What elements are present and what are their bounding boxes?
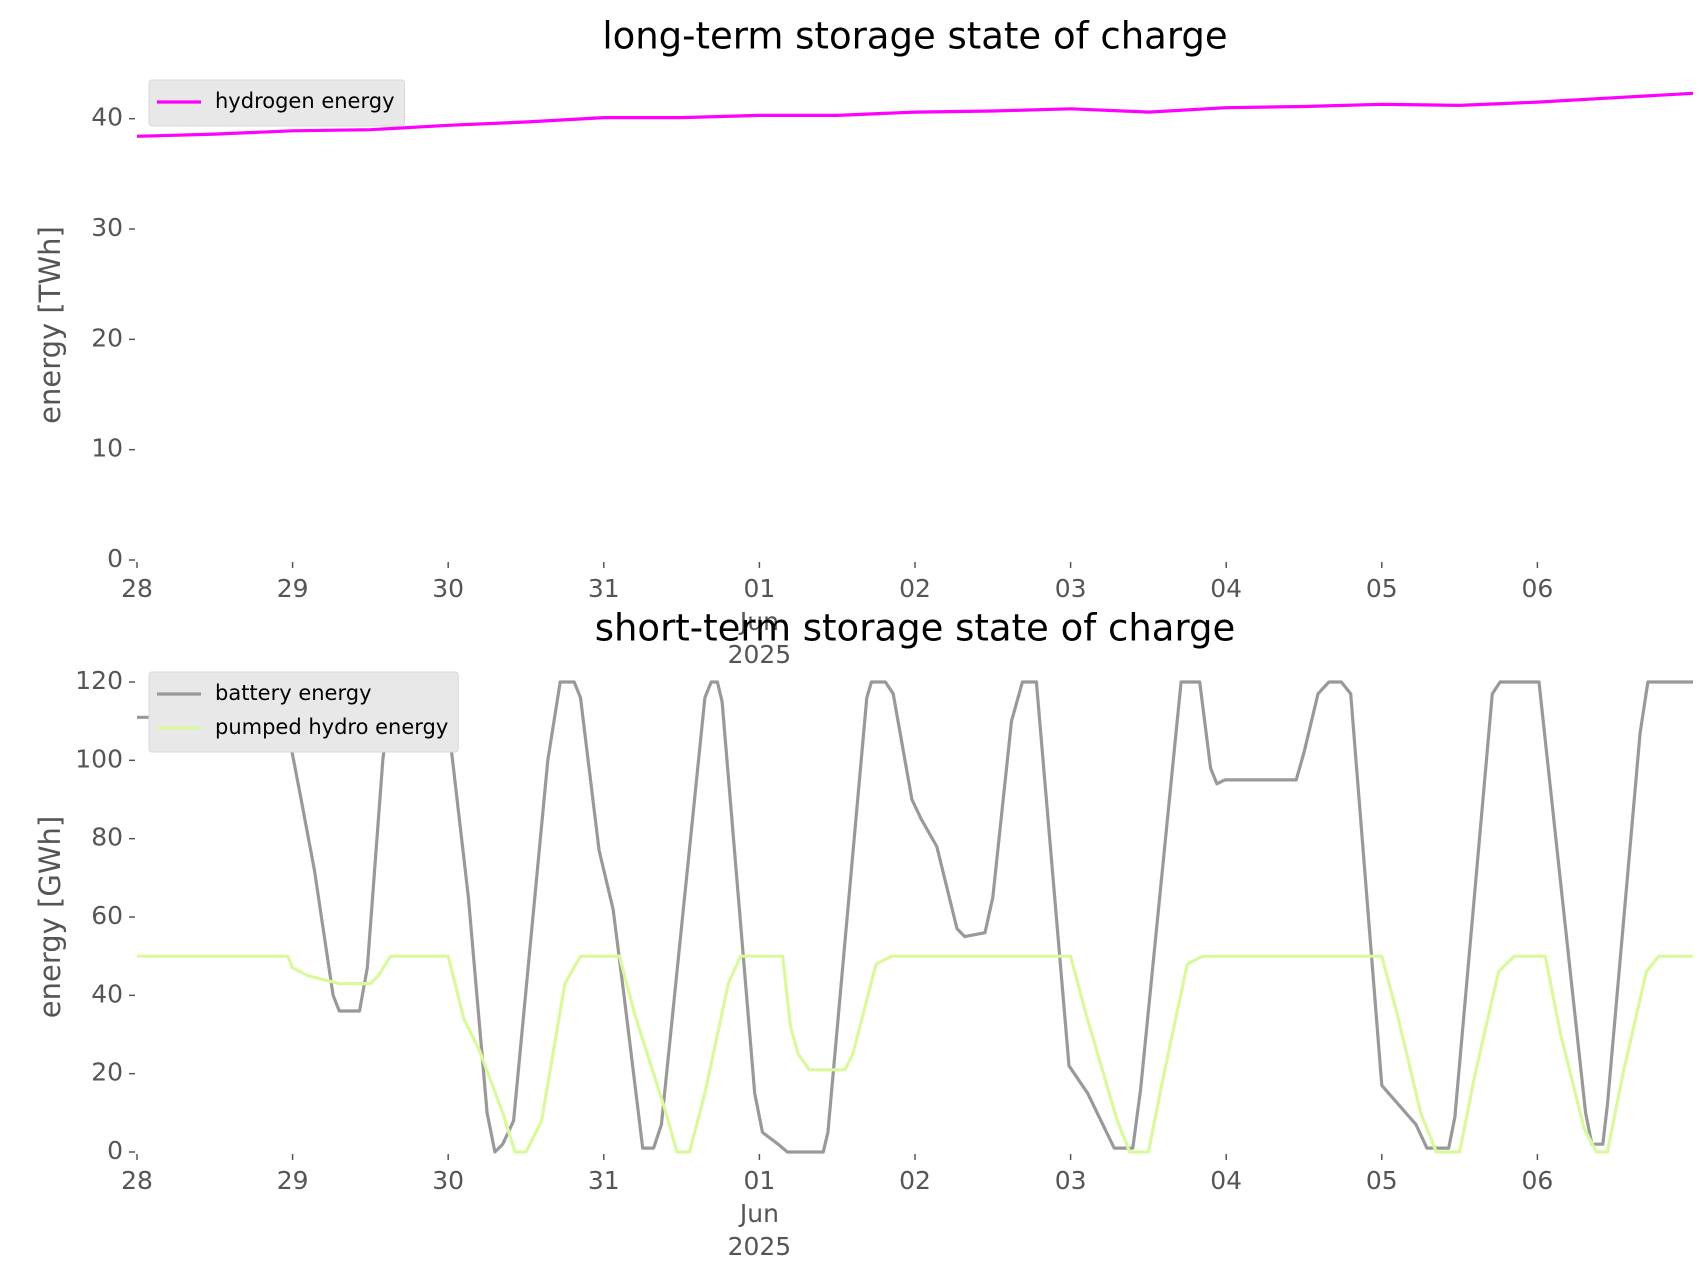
x-tick-label: 30: [432, 1166, 464, 1195]
x-tick-label-line: Jun: [738, 607, 779, 636]
y-tick-label: 120: [75, 666, 123, 695]
series-line: [137, 680, 1693, 1154]
y-tick-label: 20: [91, 323, 123, 352]
x-tick-label-line: 29: [277, 1166, 309, 1195]
x-tick-label-line: 02: [899, 574, 931, 603]
x-tick-label-line: 31: [588, 1166, 620, 1195]
x-tick-label-line: 29: [277, 574, 309, 603]
x-tick-label-line: 05: [1366, 574, 1398, 603]
x-tick-label: 05: [1366, 1166, 1398, 1195]
x-tick-label-line: 2025: [728, 1232, 792, 1261]
x-tick-label-line: 02: [899, 1166, 931, 1195]
series-line: [137, 954, 1693, 1154]
legend-label: battery energy: [215, 681, 372, 705]
y-tick-label: 10: [91, 434, 123, 463]
y-tick-label: 0: [107, 1136, 123, 1165]
y-tick-label: 80: [91, 823, 123, 852]
x-tick-label-line: 03: [1055, 1166, 1087, 1195]
x-tick-label: 01 Jun 2025: [728, 574, 792, 669]
x-tick-label-line: 2025: [728, 640, 792, 669]
x-tick-label: 29: [277, 574, 309, 603]
x-tick-label: 28: [121, 574, 153, 603]
x-tick-label-line: 28: [121, 1166, 153, 1195]
legend-box: [148, 671, 459, 753]
x-tick-label-line: 04: [1210, 574, 1242, 603]
y-tick-label: 20: [91, 1058, 123, 1087]
y-tick-label: 40: [91, 979, 123, 1008]
x-tick-label: 02: [899, 1166, 931, 1195]
y-tick-label: 60: [91, 901, 123, 930]
legend-box: [148, 79, 405, 127]
y-tick-label: 100: [75, 744, 123, 773]
x-tick-label: 31: [588, 574, 620, 603]
x-tick-label-line: 01: [743, 574, 775, 603]
x-tick-label: 01 Jun 2025: [728, 1166, 792, 1261]
x-tick-label-line: 28: [121, 574, 153, 603]
x-tick-label-line: 06: [1521, 574, 1553, 603]
x-tick-label: 29: [277, 1166, 309, 1195]
x-tick-label-line: 03: [1055, 574, 1087, 603]
series-line: [137, 91, 1693, 138]
x-tick-label: 04: [1210, 1166, 1242, 1195]
chart-title: short-term storage state of charge: [595, 607, 1236, 650]
x-tick-label: 05: [1366, 574, 1398, 603]
x-tick-label: 03: [1055, 574, 1087, 603]
chart-title: long-term storage state of charge: [602, 15, 1227, 58]
x-tick-label: 30: [432, 574, 464, 603]
x-tick-label: 02: [899, 574, 931, 603]
y-tick-label: 0: [107, 544, 123, 573]
y-tick-label: 40: [91, 103, 123, 132]
x-tick-label-line: 30: [432, 1166, 464, 1195]
x-tick-label-line: 31: [588, 574, 620, 603]
x-tick-label-line: 05: [1366, 1166, 1398, 1195]
x-tick-label-line: 06: [1521, 1166, 1553, 1195]
y-axis-label: energy [GWh]: [33, 816, 67, 1018]
legend-label: hydrogen energy: [215, 89, 395, 113]
legend-label: pumped hydro energy: [215, 715, 448, 739]
x-tick-label: 31: [588, 1166, 620, 1195]
x-tick-label-line: 04: [1210, 1166, 1242, 1195]
x-tick-label-line: Jun: [738, 1199, 779, 1228]
x-tick-label: 06: [1521, 574, 1553, 603]
y-axis-label: energy [TWh]: [33, 226, 67, 424]
x-tick-label: 04: [1210, 574, 1242, 603]
x-tick-label-line: 30: [432, 574, 464, 603]
x-tick-label: 28: [121, 1166, 153, 1195]
y-tick-label: 30: [91, 213, 123, 242]
x-tick-label-line: 01: [743, 1166, 775, 1195]
x-tick-label: 03: [1055, 1166, 1087, 1195]
x-tick-label: 06: [1521, 1166, 1553, 1195]
